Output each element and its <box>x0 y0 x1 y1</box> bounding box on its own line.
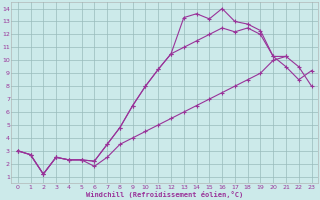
X-axis label: Windchill (Refroidissement éolien,°C): Windchill (Refroidissement éolien,°C) <box>86 191 243 198</box>
